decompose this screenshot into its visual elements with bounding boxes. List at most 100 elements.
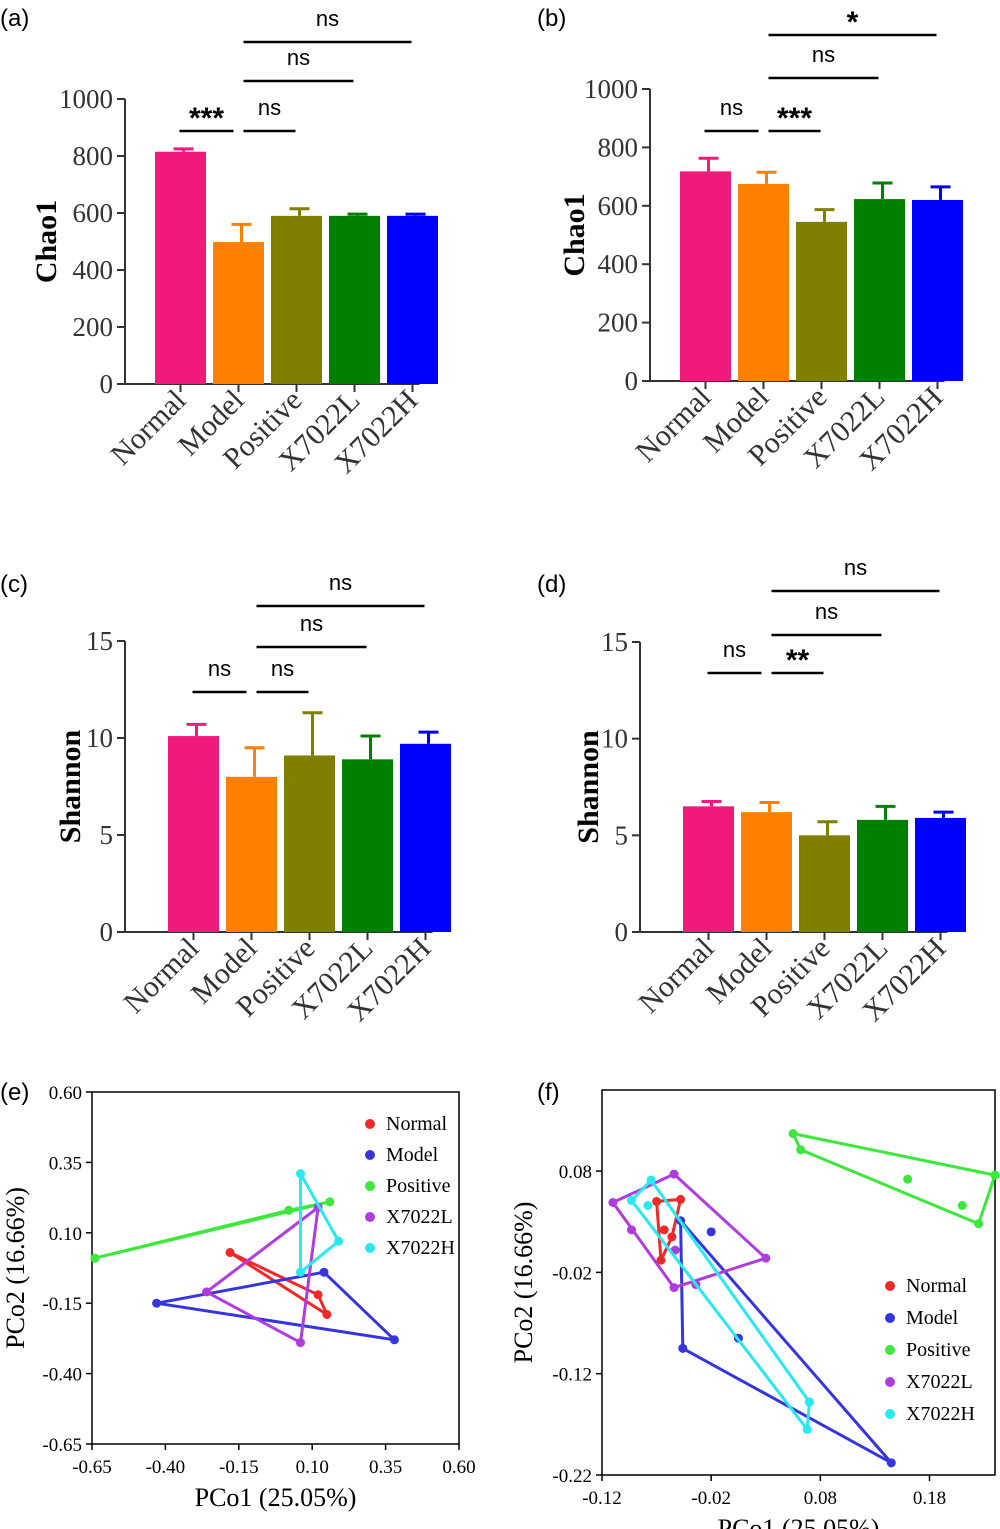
bar-x7022h xyxy=(915,817,966,932)
significance-label: ns xyxy=(720,95,743,120)
point-x7022h xyxy=(804,1397,814,1407)
significance-label: ns xyxy=(316,6,339,31)
x-category-label-normal: Normal xyxy=(632,932,720,1020)
y-tick-label: 1000 xyxy=(59,84,113,114)
x-tick-label: 0.35 xyxy=(369,1457,402,1478)
x-category-label-normal: Normal xyxy=(117,932,205,1020)
bar-x7022h xyxy=(912,199,963,381)
x-axis-label: PCo1 (25.05%) xyxy=(195,1483,357,1512)
panel-label: (c) xyxy=(0,571,28,598)
point-positive xyxy=(903,1174,913,1184)
panel-label: (d) xyxy=(537,571,566,598)
legend-marker-x7022h xyxy=(365,1243,375,1253)
x-tick-label: -0.12 xyxy=(582,1488,622,1509)
hull-positive xyxy=(791,1132,997,1226)
y-tick-label: -0.65 xyxy=(42,1435,82,1456)
pcoa-panel-0: (e) -0.65 -0.40 -0.15 0.10 0.35 0.60 -0.65 -0.40… xyxy=(0,1079,476,1512)
plot-frame xyxy=(91,1091,460,1445)
x-tick-label: 0.60 xyxy=(442,1457,475,1478)
point-normal xyxy=(652,1196,662,1206)
y-tick-label: 0 xyxy=(100,369,114,399)
legend-marker-positive xyxy=(365,1181,375,1191)
panel-label: (b) xyxy=(537,5,566,32)
y-tick-label: 800 xyxy=(598,132,639,162)
significance-label: *** xyxy=(777,102,812,135)
y-tick-label: 0 xyxy=(625,366,639,396)
x-category-label-normal: Normal xyxy=(104,384,192,472)
point-normal xyxy=(313,1290,323,1300)
significance-label: ns xyxy=(844,555,867,580)
bar-x7022h xyxy=(400,743,451,932)
significance-label: * xyxy=(847,6,859,39)
x-tick-label: -0.65 xyxy=(72,1457,112,1478)
y-axis-label: PCo2 (16.66%) xyxy=(1,1187,30,1349)
x-axis-label: PCo1 (25.05%) xyxy=(718,1514,880,1529)
y-tick-label: 0.35 xyxy=(49,1153,82,1174)
y-tick-label: -0.40 xyxy=(42,1365,82,1386)
y-tick-label: 0 xyxy=(100,917,114,947)
bar-x7022l xyxy=(854,199,905,381)
point-x7022h xyxy=(802,1424,812,1434)
plot-frame xyxy=(601,1089,996,1476)
point-model xyxy=(319,1267,329,1277)
legend-marker-x7022l xyxy=(365,1212,375,1222)
y-tick-label: 0.10 xyxy=(49,1224,82,1245)
legend-marker-normal xyxy=(365,1119,375,1129)
y-tick-label: 5 xyxy=(615,820,629,850)
bar-chart-panel-3: (d)051015ShannonNormalModelPositiveX7022… xyxy=(537,555,966,1028)
legend-label-x7022l: X7022L xyxy=(906,1371,973,1393)
point-normal xyxy=(656,1255,666,1265)
point-x7022l xyxy=(202,1287,212,1297)
x-tick-label: 0.08 xyxy=(804,1488,837,1509)
point-normal xyxy=(225,1248,235,1258)
significance-label: ns xyxy=(208,656,231,681)
y-tick-label: 400 xyxy=(73,255,114,285)
point-model xyxy=(389,1335,399,1345)
y-tick-label: -0.12 xyxy=(552,1365,592,1386)
point-normal xyxy=(676,1194,686,1204)
point-normal xyxy=(667,1232,677,1242)
point-positive xyxy=(325,1197,335,1207)
panel-label: (a) xyxy=(0,5,29,32)
bar-model xyxy=(738,183,789,381)
y-tick-label: 15 xyxy=(601,627,628,657)
hull-x7022h xyxy=(299,1172,341,1274)
x-tick-label: 0.18 xyxy=(913,1488,946,1509)
y-tick-label: 10 xyxy=(601,724,628,754)
bar-x7022h xyxy=(387,215,438,384)
bar-x7022l xyxy=(329,215,380,384)
legend-label-positive: Positive xyxy=(906,1339,971,1361)
point-positive xyxy=(284,1205,294,1215)
legend-label-positive: Positive xyxy=(386,1175,451,1197)
bar-positive xyxy=(271,215,322,384)
y-axis-label: Chao1 xyxy=(30,200,63,283)
bar-chart-panel-2: (c)051015ShannonNormalModelPositiveX7022… xyxy=(0,570,451,1028)
hull-model xyxy=(679,1219,893,1465)
y-tick-label: 200 xyxy=(73,312,114,342)
y-tick-label: -0.15 xyxy=(42,1294,82,1315)
point-x7022h xyxy=(626,1195,636,1205)
y-axis-label: PCo2 (16.66%) xyxy=(509,1202,538,1364)
bar-normal xyxy=(155,151,206,384)
y-tick-label: 5 xyxy=(100,820,114,850)
y-tick-label: 1000 xyxy=(584,74,638,104)
legend-marker-positive xyxy=(885,1345,895,1355)
point-x7022h xyxy=(334,1236,344,1246)
y-axis-label: Shannon xyxy=(572,730,605,844)
point-x7022l xyxy=(626,1225,636,1235)
point-positive xyxy=(990,1170,1000,1180)
legend-label-normal: Normal xyxy=(906,1275,968,1297)
legend-marker-model xyxy=(885,1313,895,1323)
y-tick-label: 0 xyxy=(615,917,629,947)
legend-marker-model xyxy=(365,1150,375,1160)
x-tick-label: -0.15 xyxy=(219,1457,259,1478)
y-tick-label: 600 xyxy=(598,191,639,221)
significance-label: ns xyxy=(271,656,294,681)
point-positive xyxy=(974,1219,984,1229)
point-normal xyxy=(659,1225,669,1235)
hull-normal xyxy=(228,1251,329,1316)
y-tick-label: -0.02 xyxy=(552,1263,592,1284)
bar-normal xyxy=(168,736,219,932)
significance-label: ns xyxy=(723,637,746,662)
